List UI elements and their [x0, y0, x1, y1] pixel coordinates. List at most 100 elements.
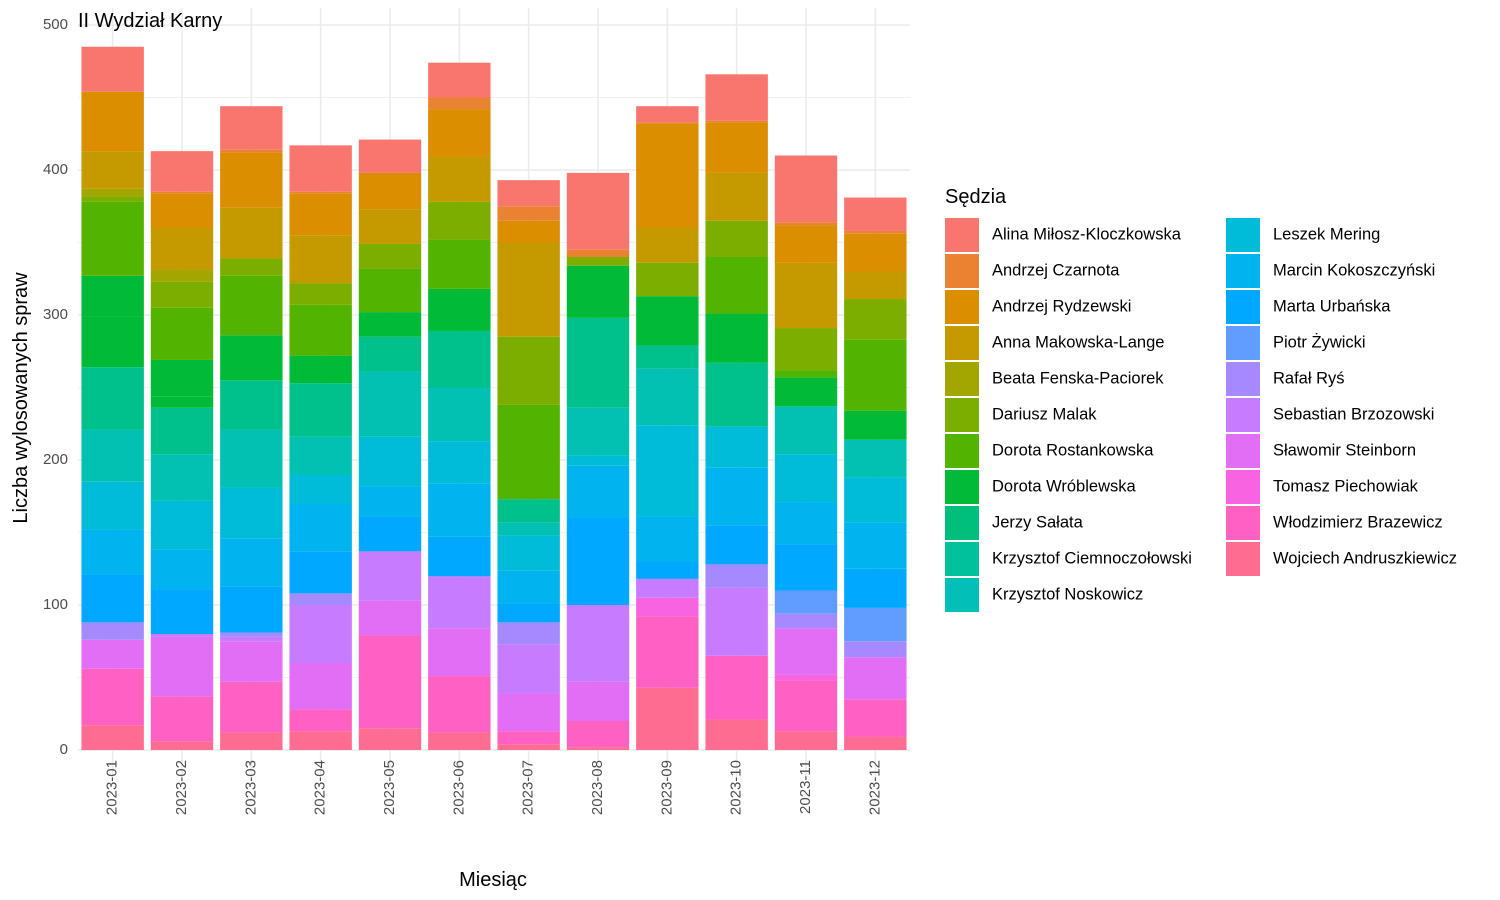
- bar-segment: [497, 603, 560, 623]
- bar-segment: [566, 465, 630, 518]
- bar-segment: [150, 454, 214, 501]
- bar-segment: [358, 436, 422, 487]
- bar-segment: [636, 561, 699, 579]
- bar-segment: [428, 109, 491, 157]
- bar-segment: [220, 207, 283, 259]
- bar-segment: [150, 191, 214, 194]
- bar-segment: [844, 271, 907, 300]
- bar-segment: [774, 155, 838, 223]
- bar-segment: [289, 605, 352, 663]
- bar-segment: [81, 275, 144, 317]
- bar-segment: [497, 206, 560, 221]
- bar-segment: [150, 634, 214, 637]
- bar-segment: [220, 538, 283, 587]
- legend-key: [1226, 218, 1260, 252]
- bar-segment: [150, 281, 214, 308]
- bar-segment: [428, 628, 491, 677]
- bar-segment: [428, 536, 491, 576]
- bar-segment: [497, 622, 560, 645]
- bar-segment: [358, 312, 422, 337]
- bar-segment: [150, 500, 214, 550]
- bar-segment: [358, 209, 422, 244]
- legend-label: Rafał Ryś: [1273, 369, 1345, 387]
- x-tick-label: 2023-07: [520, 760, 537, 815]
- bar-segment: [289, 235, 352, 284]
- bar-segment: [497, 693, 560, 732]
- bar-segment: [636, 597, 699, 617]
- bar-segment: [497, 499, 560, 523]
- bar-segment: [566, 605, 630, 682]
- legend-label: Piotr Żywicki: [1273, 332, 1366, 351]
- legend: Alina Miłosz-Kloczkowska Andrzej Czarnota…: [945, 218, 1457, 612]
- bar-segment: [289, 193, 352, 236]
- bar-segment: [220, 632, 283, 637]
- bar-segment: [150, 741, 214, 750]
- x-tick-label: 2023-08: [589, 760, 606, 815]
- y-tick-label: 200: [43, 451, 68, 468]
- bar-segment: [358, 172, 422, 210]
- bar-segment: [566, 681, 630, 721]
- bar-segment: [81, 668, 144, 726]
- bar-segment: [220, 335, 283, 381]
- bar-segment: [844, 607, 907, 642]
- bar-segment: [81, 367, 144, 430]
- bar-segment: [497, 220, 560, 243]
- bar-segment: [81, 316, 144, 368]
- bar-segment: [220, 487, 283, 539]
- bar-segment: [497, 535, 560, 571]
- bar-segment: [81, 429, 144, 482]
- bar-segment: [289, 383, 352, 437]
- bar-segment: [428, 62, 491, 98]
- x-tick-label: 2023-03: [242, 760, 259, 815]
- bar-segment: [705, 655, 768, 720]
- bar-segment: [636, 123, 699, 228]
- bar-segment: [844, 230, 907, 234]
- bar-segment: [428, 441, 491, 484]
- bar-segment: [81, 188, 144, 197]
- bar-segment: [150, 549, 214, 590]
- bar-segment: [289, 731, 352, 750]
- bar-segment: [844, 477, 907, 523]
- bar-segment: [497, 242, 560, 337]
- bar-segment: [774, 544, 838, 591]
- bar-segment: [220, 275, 283, 336]
- legend-label: Dariusz Malak: [992, 405, 1097, 423]
- bar-segment: [289, 474, 352, 504]
- bar-segment: [81, 725, 144, 750]
- legend-key: [1226, 470, 1260, 504]
- legend-label: Krzysztof Noskowicz: [992, 585, 1143, 603]
- legend-label: Wojciech Andruszkiewicz: [1273, 549, 1457, 567]
- bars: [81, 46, 907, 750]
- bar-segment: [566, 317, 630, 408]
- bar-segment: [705, 313, 768, 363]
- bar-segment: [774, 502, 838, 545]
- bar-segment: [566, 407, 630, 456]
- bar-segment: [705, 525, 768, 565]
- bar-segment: [636, 578, 699, 598]
- bar-segment: [844, 568, 907, 608]
- bar-segment: [220, 681, 283, 733]
- bar-segment: [81, 574, 144, 623]
- legend-label: Tomasz Piechowiak: [1273, 477, 1419, 495]
- bar-segment: [497, 731, 560, 745]
- legend-key: [945, 218, 979, 252]
- bar-segment: [705, 426, 768, 468]
- bar-segment: [428, 156, 491, 202]
- bar-segment: [220, 732, 283, 750]
- bar-segment: [705, 467, 768, 526]
- legend-key: [945, 362, 979, 396]
- bar-segment: [428, 239, 491, 289]
- bar-segment: [289, 709, 352, 732]
- legend-label: Dorota Wróblewska: [992, 477, 1136, 495]
- bar-segment: [358, 728, 422, 750]
- legend-key: [945, 578, 979, 612]
- legend-key: [1226, 434, 1260, 468]
- bar-segment: [289, 551, 352, 594]
- legend-label: Sławomir Steinborn: [1273, 441, 1416, 459]
- bar-segment: [358, 635, 422, 729]
- bar-segment: [358, 600, 422, 636]
- bar-segment: [358, 486, 422, 517]
- bar-segment: [150, 396, 214, 408]
- bar-segment: [497, 180, 560, 207]
- bar-segment: [705, 122, 768, 173]
